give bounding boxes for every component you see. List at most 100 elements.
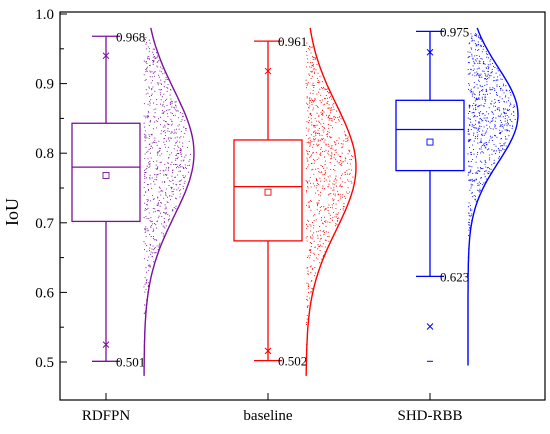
scatter-point <box>143 122 145 124</box>
scatter-point <box>482 48 484 50</box>
scatter-point <box>491 153 493 155</box>
scatter-point <box>175 141 177 144</box>
scatter-point <box>144 277 146 279</box>
scatter-point <box>320 87 323 89</box>
scatter-point <box>314 57 316 59</box>
scatter-point <box>171 106 173 108</box>
scatter-point <box>346 170 348 172</box>
scatter-point <box>156 168 158 171</box>
scatter-point <box>323 131 325 133</box>
scatter-point <box>500 125 502 127</box>
scatter-point <box>324 251 326 253</box>
scatter-point <box>493 134 496 136</box>
scatter-point <box>164 126 166 128</box>
scatter-point <box>320 113 323 115</box>
scatter-point <box>178 146 180 148</box>
scatter-point <box>163 81 165 83</box>
scatter-point <box>504 138 507 140</box>
scatter-point <box>345 158 347 160</box>
scatter-point <box>332 120 334 122</box>
scatter-point <box>146 165 148 167</box>
scatter-point <box>162 130 165 132</box>
scatter-point <box>332 189 334 191</box>
scatter-point <box>143 241 145 243</box>
scatter-point <box>311 279 313 281</box>
scatter-point <box>316 78 318 80</box>
scatter-point <box>340 118 342 120</box>
scatter-point <box>308 206 310 208</box>
density-curve <box>143 27 195 376</box>
scatter-point <box>344 160 346 162</box>
scatter-point <box>332 198 334 200</box>
scatter-point <box>505 145 507 147</box>
scatter-point <box>146 66 148 68</box>
scatter-point <box>334 165 336 167</box>
scatter-point <box>182 167 185 169</box>
scatter-point <box>307 255 309 257</box>
scatter-point <box>182 185 184 188</box>
scatter-point <box>484 74 487 76</box>
scatter-point <box>309 249 311 251</box>
scatter-point <box>166 104 168 106</box>
scatter-point <box>170 180 172 183</box>
scatter-point <box>145 37 147 39</box>
scatter-point <box>171 191 173 193</box>
scatter-point <box>164 130 166 132</box>
scatter-point <box>344 157 346 159</box>
scatter-point <box>312 89 314 91</box>
scatter-point <box>508 135 510 137</box>
scatter-point <box>318 82 320 84</box>
scatter-point <box>333 183 335 185</box>
scatter-point <box>473 62 475 64</box>
scatter-point <box>150 71 152 73</box>
scatter-point <box>478 190 480 192</box>
scatter-point <box>339 164 341 166</box>
scatter-point <box>159 70 161 72</box>
scatter-point <box>306 295 308 297</box>
scatter-point <box>152 238 154 240</box>
scatter-point <box>479 141 481 143</box>
scatter-point <box>164 99 167 101</box>
scatter-point <box>321 81 323 83</box>
x-tick-label: SHD-RBB <box>397 408 462 424</box>
scatter-point <box>162 233 165 235</box>
scatter-point <box>158 89 160 91</box>
scatter-point <box>178 128 180 130</box>
scatter-point <box>306 299 308 301</box>
scatter-point <box>471 35 473 37</box>
scatter-point <box>147 46 149 48</box>
scatter-point <box>475 105 477 107</box>
whisker-low-label: 0.502 <box>278 354 307 369</box>
scatter-point <box>498 99 500 101</box>
scatter-point <box>331 153 333 155</box>
scatter-point <box>145 235 147 238</box>
scatter-point <box>499 132 501 135</box>
scatter-point <box>156 57 158 59</box>
scatter-point <box>475 103 477 105</box>
scatter-point <box>310 272 312 274</box>
scatter-point <box>143 40 145 43</box>
scatter-point <box>305 191 307 193</box>
scatter-point <box>152 207 154 210</box>
scatter-point <box>331 152 333 154</box>
scatter-point <box>309 99 311 101</box>
scatter-point <box>147 286 149 288</box>
scatter-point <box>483 142 485 144</box>
scatter-point <box>170 100 172 102</box>
scatter-point <box>316 145 318 147</box>
scatter-point <box>478 74 480 76</box>
scatter-point <box>163 120 165 122</box>
scatter-point <box>499 142 501 145</box>
scatter-point <box>479 90 481 92</box>
scatter-point <box>308 128 310 130</box>
scatter-point <box>176 110 178 112</box>
scatter-point <box>488 154 490 156</box>
scatter-point <box>498 107 500 109</box>
scatter-point <box>472 105 474 107</box>
scatter-point <box>306 227 308 229</box>
scatter-point <box>330 187 332 189</box>
scatter-point <box>342 181 344 183</box>
scatter-point <box>159 94 162 96</box>
scatter-point <box>312 56 314 59</box>
scatter-point <box>344 133 346 136</box>
